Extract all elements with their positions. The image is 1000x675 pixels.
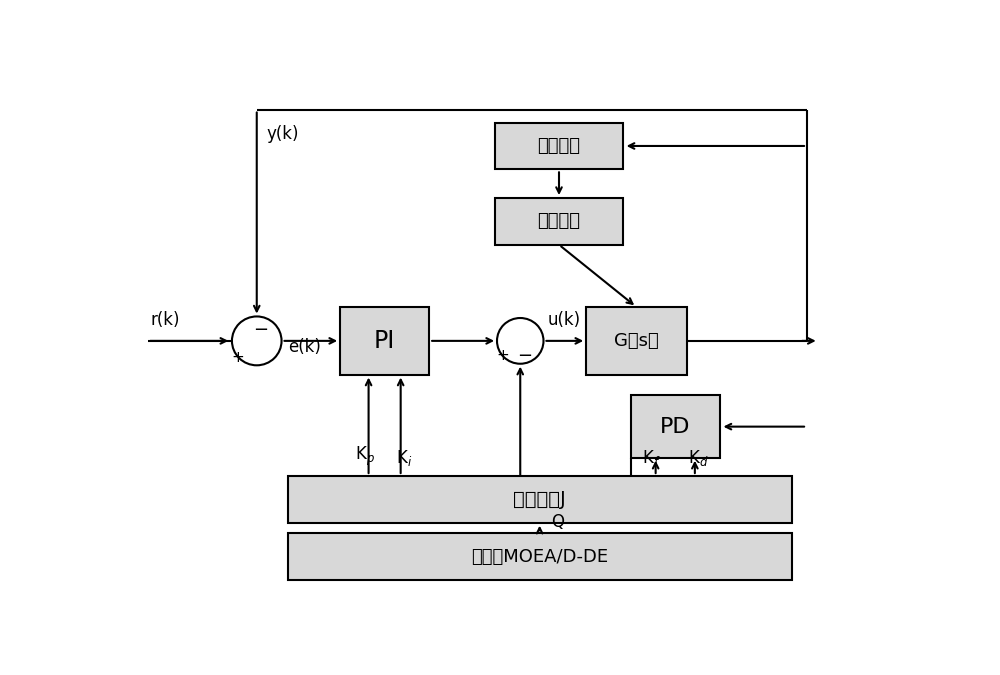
Text: 反馈校正: 反馈校正 [538,137,580,155]
Text: −: − [517,347,532,364]
FancyBboxPatch shape [631,396,720,458]
Text: 预测模型: 预测模型 [538,213,580,230]
Text: r(k): r(k) [151,311,180,329]
Ellipse shape [497,318,544,364]
Text: G（s）: G（s） [614,332,659,350]
FancyBboxPatch shape [288,476,792,523]
Text: +: + [232,350,245,365]
Text: Q: Q [551,512,564,531]
FancyBboxPatch shape [586,307,687,375]
Text: 改进的MOEA/D-DE: 改进的MOEA/D-DE [471,547,608,566]
Text: e(k): e(k) [288,338,321,356]
Text: PD: PD [660,416,690,437]
Ellipse shape [232,317,282,365]
Text: u(k): u(k) [547,311,580,329]
Text: −: − [253,321,268,339]
Text: K$_p$: K$_p$ [355,445,375,468]
FancyBboxPatch shape [288,533,792,580]
Text: K$_d$: K$_d$ [688,448,709,468]
Text: PI: PI [374,329,395,353]
Text: K$_f$: K$_f$ [642,448,661,468]
FancyBboxPatch shape [340,307,429,375]
Text: y(k): y(k) [266,126,299,143]
Text: 目标函数J: 目标函数J [513,490,566,509]
FancyBboxPatch shape [495,123,623,169]
Text: +: + [496,348,509,363]
Text: K$_i$: K$_i$ [396,448,413,468]
FancyBboxPatch shape [495,198,623,245]
